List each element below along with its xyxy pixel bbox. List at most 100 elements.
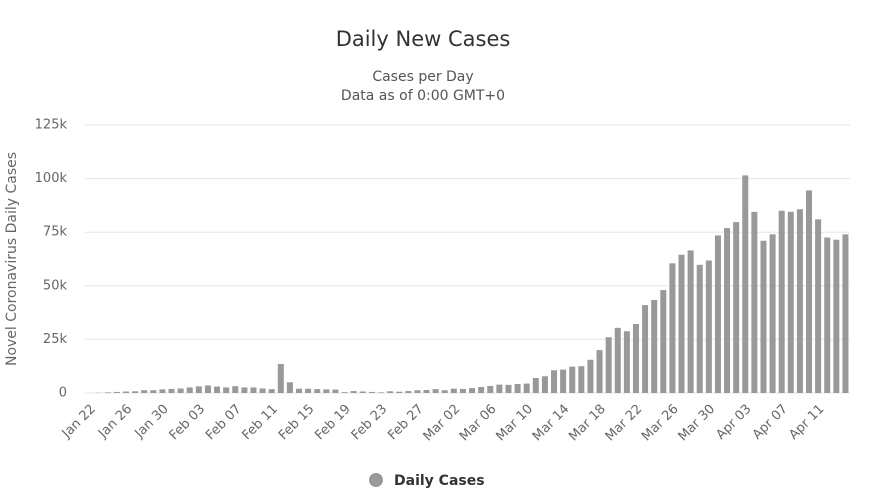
x-tick-label: Apr 03 — [713, 402, 754, 443]
x-tick-label: Jan 30 — [132, 402, 172, 442]
x-tick-label: Feb 27 — [385, 402, 427, 444]
x-tick-label: Apr 11 — [786, 402, 827, 443]
x-tick-label: Mar 30 — [676, 402, 719, 445]
bar — [632, 323, 639, 393]
bar — [833, 239, 840, 393]
x-tick-label: Mar 10 — [493, 402, 536, 445]
x-tick-label: Mar 22 — [603, 402, 646, 445]
bar — [414, 390, 421, 393]
bar — [705, 260, 712, 393]
bar — [159, 389, 166, 393]
bar — [714, 235, 721, 393]
x-tick-label: Feb 07 — [203, 402, 245, 444]
bar — [751, 211, 758, 393]
y-tick-label: 50k — [43, 278, 68, 293]
bar — [195, 386, 202, 393]
x-tick-label: Feb 15 — [276, 402, 318, 444]
bar — [223, 387, 230, 393]
bar — [104, 392, 111, 393]
y-tick-label: 0 — [59, 386, 67, 401]
chart-subtitle: Data as of 0:00 GMT+0 — [341, 88, 505, 104]
bar — [605, 337, 612, 393]
bar — [614, 327, 621, 393]
x-tick-label: Feb 03 — [167, 402, 209, 444]
bar — [551, 370, 558, 393]
x-tick-label: Jan 26 — [95, 402, 135, 442]
bar — [423, 389, 430, 393]
y-tick-label: 75k — [43, 225, 68, 240]
bar — [596, 350, 603, 393]
bar — [733, 222, 740, 393]
legend-label: Daily Cases — [394, 473, 485, 489]
bar — [541, 376, 548, 393]
bar — [523, 383, 530, 393]
x-tick-label: Mar 02 — [421, 402, 464, 445]
bar — [687, 250, 694, 393]
bar — [268, 389, 275, 393]
bar — [132, 391, 139, 393]
bar — [760, 240, 767, 393]
bar — [532, 377, 539, 393]
bar — [150, 390, 157, 393]
bar — [842, 234, 849, 393]
bar — [778, 210, 785, 393]
x-tick-label: Mar 26 — [639, 402, 682, 445]
bar — [277, 364, 284, 393]
bar — [669, 263, 676, 393]
bar — [396, 391, 403, 393]
bar — [296, 388, 303, 393]
bar — [696, 264, 703, 393]
bar — [514, 383, 521, 393]
x-tick-label: Feb 23 — [349, 402, 391, 444]
bar — [286, 382, 293, 393]
bar — [368, 391, 375, 393]
bar — [177, 388, 184, 393]
bar — [505, 384, 512, 393]
bar — [560, 369, 567, 393]
chart-subtitle: Cases per Day — [372, 69, 473, 85]
x-tick-label: Mar 18 — [566, 402, 609, 445]
bar — [113, 391, 120, 393]
bar — [815, 219, 822, 393]
bar — [305, 388, 312, 393]
legend-marker — [369, 473, 383, 487]
x-tick-label: Mar 06 — [457, 402, 500, 445]
bar — [168, 388, 175, 393]
bar — [141, 390, 148, 393]
bar — [569, 366, 576, 393]
bar — [204, 385, 211, 393]
bar — [660, 290, 667, 393]
chart-title: Daily New Cases — [336, 27, 511, 51]
bar — [232, 386, 239, 393]
x-tick-label: Feb 19 — [312, 402, 354, 444]
bar — [724, 228, 731, 393]
x-tick-label: Feb 11 — [239, 402, 281, 444]
bar — [259, 388, 266, 393]
bar — [478, 386, 485, 393]
bar — [450, 388, 457, 393]
x-tick-label: Jan 22 — [59, 402, 99, 442]
bar — [359, 391, 366, 393]
bar — [250, 387, 257, 393]
bar — [332, 389, 339, 393]
bar — [377, 392, 384, 393]
bar — [787, 211, 794, 393]
bar — [387, 391, 394, 393]
bar — [469, 388, 476, 393]
bar — [623, 331, 630, 393]
x-tick-label: Mar 14 — [530, 402, 573, 445]
bar — [441, 390, 448, 393]
bar — [323, 389, 330, 393]
x-tick-label: Apr 07 — [750, 402, 791, 443]
y-tick-label: 100k — [35, 171, 68, 186]
bar — [350, 391, 357, 393]
bar — [578, 366, 585, 393]
bar — [459, 388, 466, 393]
bar — [806, 190, 813, 393]
bar — [405, 391, 412, 393]
bar — [742, 175, 749, 393]
bar — [487, 385, 494, 393]
bar — [769, 234, 776, 393]
y-axis-title: Novel Coronavirus Daily Cases — [4, 152, 20, 366]
bar — [796, 209, 803, 393]
